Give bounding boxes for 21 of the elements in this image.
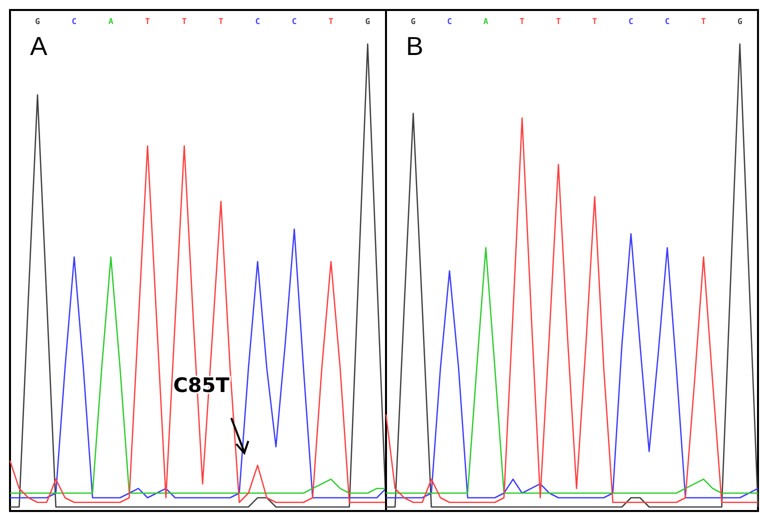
x-tick-label: G bbox=[365, 17, 370, 26]
x-tick-label: T bbox=[328, 17, 334, 26]
x-tick-label: C bbox=[447, 17, 452, 26]
x-tick-label: T bbox=[520, 17, 525, 26]
x-tick-label: C bbox=[292, 17, 297, 26]
x-tick-label: G bbox=[35, 17, 40, 26]
x-tick-label: T bbox=[218, 17, 224, 26]
x-tick-label: C bbox=[664, 17, 670, 26]
chart-title: B bbox=[406, 31, 424, 61]
x-tick-label: C bbox=[628, 17, 634, 26]
x-tick-label: T bbox=[145, 17, 150, 26]
x-tick-label: T bbox=[592, 17, 598, 26]
x-tick-label: T bbox=[701, 17, 706, 26]
x-tick-label: C bbox=[255, 17, 260, 26]
x-tick-label: G bbox=[737, 17, 742, 26]
x-tick-label: C bbox=[72, 17, 77, 26]
x-tick-label: A bbox=[108, 17, 114, 26]
x-tick-label: T bbox=[556, 17, 561, 26]
x-tick-label: G bbox=[410, 17, 416, 26]
x-tick-label: A bbox=[483, 17, 488, 26]
x-tick-label: T bbox=[182, 17, 187, 26]
